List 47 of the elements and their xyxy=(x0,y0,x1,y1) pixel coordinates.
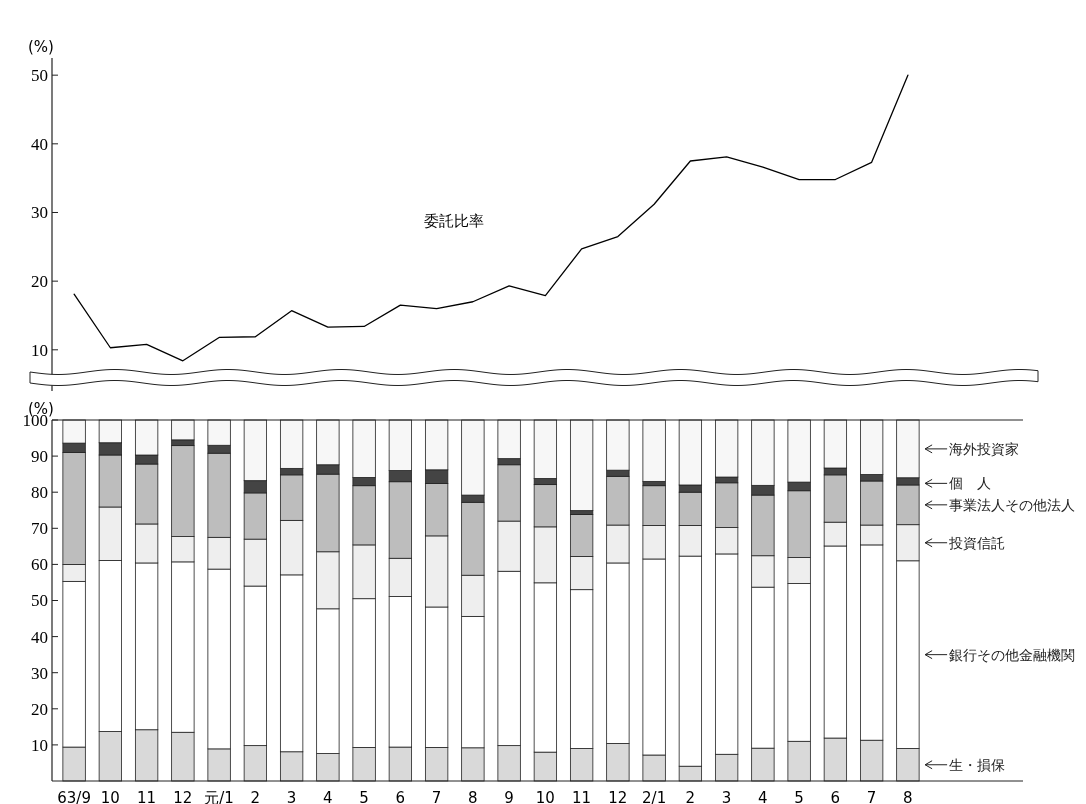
x-tick-label: 7 xyxy=(866,789,877,804)
x-tick-label: 4 xyxy=(323,789,333,804)
x-tick-label: 11 xyxy=(572,789,592,804)
x-tick-label: 12 xyxy=(608,789,628,804)
x-tick-label: 10 xyxy=(535,789,555,804)
y-tick-label: 90 xyxy=(31,447,48,467)
y-tick-label: 60 xyxy=(31,555,48,575)
x-tick-label: 6 xyxy=(395,789,406,804)
y-tick-label: 10 xyxy=(31,340,48,360)
y-tick-label: 70 xyxy=(31,519,48,539)
legend-label: 事業法人その他法人 xyxy=(949,496,1076,513)
x-tick-label: 2 xyxy=(250,789,261,804)
legend-label: 個 人 xyxy=(949,475,992,492)
y-tick-label: 20 xyxy=(31,699,48,719)
x-tick-label: 6 xyxy=(830,789,841,804)
x-tick-label: 3 xyxy=(286,789,297,804)
text: 委託比率 xyxy=(424,212,485,231)
y-tick-label: 50 xyxy=(31,66,48,86)
x-tick-label: 9 xyxy=(504,789,514,804)
legend-label: 生・損保 xyxy=(949,756,1006,773)
legend-label: 投資信託 xyxy=(948,534,1006,551)
y-tick-label: 20 xyxy=(31,272,48,292)
x-tick-label: 8 xyxy=(903,789,913,804)
legend-label: 銀行その他金融機関 xyxy=(949,646,1076,663)
x-tick-label: 11 xyxy=(137,789,157,804)
x-tick-label: 7 xyxy=(431,789,442,804)
y-tick-label: 50 xyxy=(31,591,48,611)
y-tick-label: 30 xyxy=(31,203,48,223)
y-tick-label: 40 xyxy=(31,134,48,154)
x-tick-label: 元/1 xyxy=(204,789,234,804)
x-tick-label: 63/9 xyxy=(57,789,91,804)
legend-label: 海外投資家 xyxy=(949,440,1020,457)
x-tick-label: 8 xyxy=(468,789,478,804)
x-tick-label: 10 xyxy=(100,789,120,804)
y-tick-label: 80 xyxy=(31,483,48,503)
x-tick-label: 3 xyxy=(721,789,732,804)
x-tick-label: 2 xyxy=(685,789,696,804)
y-axis-title: (%) xyxy=(28,38,54,56)
x-tick-label: 4 xyxy=(758,789,768,804)
y-tick-label: 30 xyxy=(31,663,48,683)
y-tick-label: 40 xyxy=(31,627,48,647)
x-tick-label: 5 xyxy=(359,789,369,804)
line-series xyxy=(73,74,909,362)
x-tick-label: 2/1 xyxy=(642,789,667,804)
y-tick-label: 10 xyxy=(31,735,48,755)
x-tick-label: 12 xyxy=(173,789,193,804)
x-tick-label: 5 xyxy=(794,789,804,804)
